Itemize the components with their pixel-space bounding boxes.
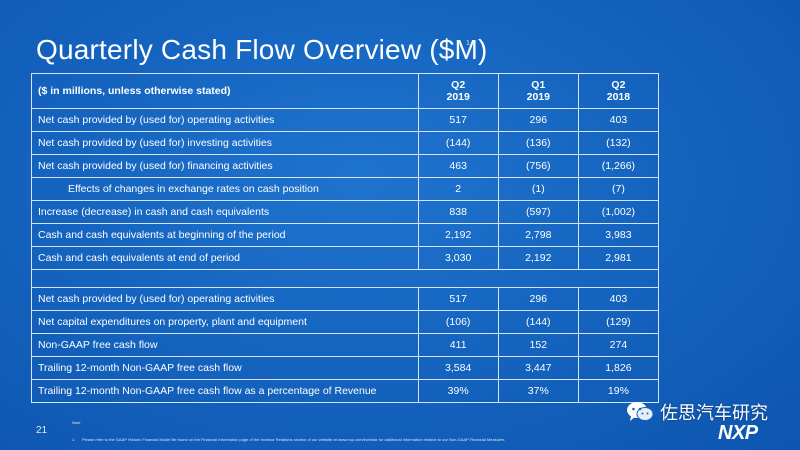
cell-value: 3,030 [417,246,499,270]
table-row: Net cash provided by (used for) operatin… [31,287,660,311]
row-label: Non-GAAP free cash flow [31,333,419,357]
row-label: Cash and cash equivalents at beginning o… [31,223,419,247]
footnote-text: Please refer to the GAAP Historic Financ… [82,437,505,442]
cell-value: 838 [417,200,499,224]
cell-value: 19% [577,379,660,403]
cell-value: (106) [417,310,499,334]
column-header-q2-2019: Q2 2019 [417,73,499,109]
cell-value: (1) [497,177,579,201]
cell-value: 3,447 [497,356,579,380]
cell-value: (136) [497,131,579,155]
table-row: Non-GAAP free cash flow 411 152 274 [31,333,660,357]
table-header-row: ($ in millions, unless otherwise stated)… [31,73,660,109]
table-spacer-row [31,269,659,288]
cell-value: 2,192 [417,223,499,247]
column-period: Q2 [451,79,466,91]
footnote-title: Note [72,420,81,425]
table-row: Net cash provided by (used for) investin… [31,131,660,155]
cell-value: 403 [577,287,660,311]
cell-value: 1,826 [577,356,660,380]
cell-value: 152 [497,333,579,357]
table-row: Trailing 12-month Non-GAAP free cash flo… [31,356,660,380]
table-row: Increase (decrease) in cash and cash equ… [31,200,660,224]
cell-value: (7) [577,177,660,201]
column-year: 2019 [446,91,470,103]
cell-value: (132) [577,131,660,155]
cell-value: 296 [497,287,579,311]
page-number: 21 [36,425,48,436]
nxp-logo: NXP [718,422,758,444]
column-header-q1-2019: Q1 2019 [497,73,579,109]
row-label: Net cash provided by (used for) operatin… [31,287,419,311]
cash-flow-table: ($ in millions, unless otherwise stated)… [31,73,660,403]
table-row: Net cash provided by (used for) operatin… [31,108,660,132]
cell-value: (129) [577,310,660,334]
wechat-icon [626,400,654,424]
row-label: Trailing 12-month Non-GAAP free cash flo… [31,379,419,403]
row-label: Cash and cash equivalents at end of peri… [31,246,419,270]
cell-value: 37% [497,379,579,403]
table-row: Trailing 12-month Non-GAAP free cash flo… [31,379,660,403]
cell-value: 2,798 [497,223,579,247]
cell-value: (144) [497,310,579,334]
cell-value: 2,981 [577,246,660,270]
table-row: Cash and cash equivalents at end of peri… [31,246,660,270]
wechat-watermark: 佐思汽车研究 [626,398,768,426]
column-year: 2018 [606,91,631,103]
table-row: Net cash provided by (used for) financin… [31,154,660,178]
table-row: Net capital expenditures on property, pl… [31,310,660,334]
row-label: Net cash provided by (used for) financin… [31,154,419,178]
cell-value: (756) [497,154,579,178]
table-header-label: ($ in millions, unless otherwise stated) [31,73,419,109]
cell-value: (1,266) [577,154,660,178]
table-row: Effects of changes in exchange rates on … [31,177,660,201]
cell-value: 274 [577,333,660,357]
column-year: 2019 [526,91,550,103]
cell-value: 39% [417,379,499,403]
cell-value: 411 [417,333,499,357]
cell-value: 3,584 [417,356,499,380]
row-label: Net capital expenditures on property, pl… [31,310,419,334]
cell-value: (144) [417,131,499,155]
cell-value: 2,192 [497,246,579,270]
column-period: Q2 [611,79,626,91]
row-label: Net cash provided by (used for) operatin… [31,108,419,132]
cell-value: 296 [497,108,579,132]
spacer-cell [31,269,659,288]
table-row: Cash and cash equivalents at beginning o… [31,223,660,247]
cell-value: 517 [417,287,499,311]
row-label: Effects of changes in exchange rates on … [31,177,419,201]
cell-value: (1,002) [577,200,660,224]
cell-value: 403 [577,108,660,132]
title-footnote-marker: 1 [466,40,470,47]
column-header-q2-2018: Q2 2018 [577,73,660,109]
watermark-text: 佐思汽车研究 [660,403,768,424]
row-label: Trailing 12-month Non-GAAP free cash flo… [31,356,419,380]
footnote-marker: 1. [72,437,76,442]
cell-value: (597) [497,200,579,224]
cell-value: 3,983 [577,223,660,247]
slide-title: Quarterly Cash Flow Overview ($M) [36,34,488,65]
cell-value: 463 [417,154,499,178]
row-label: Increase (decrease) in cash and cash equ… [31,200,419,224]
row-label: Net cash provided by (used for) investin… [31,131,419,155]
cell-value: 2 [417,177,499,201]
column-period: Q1 [531,79,546,91]
cell-value: 517 [417,108,499,132]
